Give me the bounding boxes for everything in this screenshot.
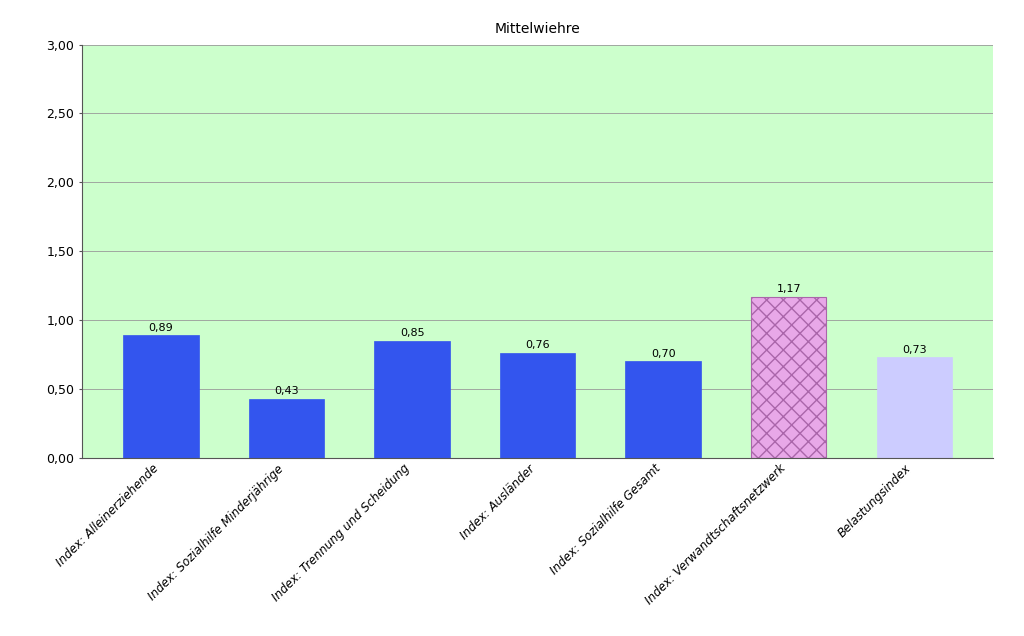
Bar: [375, 341, 450, 458]
Text: 0,73: 0,73: [902, 345, 927, 354]
Text: 1,17: 1,17: [776, 284, 801, 294]
Text: 0,89: 0,89: [148, 322, 173, 333]
Text: 0,43: 0,43: [274, 386, 299, 396]
Text: 0,70: 0,70: [651, 349, 676, 359]
Bar: [123, 335, 199, 458]
Text: 0,85: 0,85: [399, 328, 424, 338]
Bar: [877, 357, 952, 458]
Text: 0,76: 0,76: [525, 340, 550, 350]
Bar: [751, 296, 826, 458]
Bar: [500, 353, 575, 458]
Bar: [626, 361, 700, 458]
Title: Mittelwiehre: Mittelwiehre: [495, 22, 581, 36]
Bar: [249, 399, 325, 458]
